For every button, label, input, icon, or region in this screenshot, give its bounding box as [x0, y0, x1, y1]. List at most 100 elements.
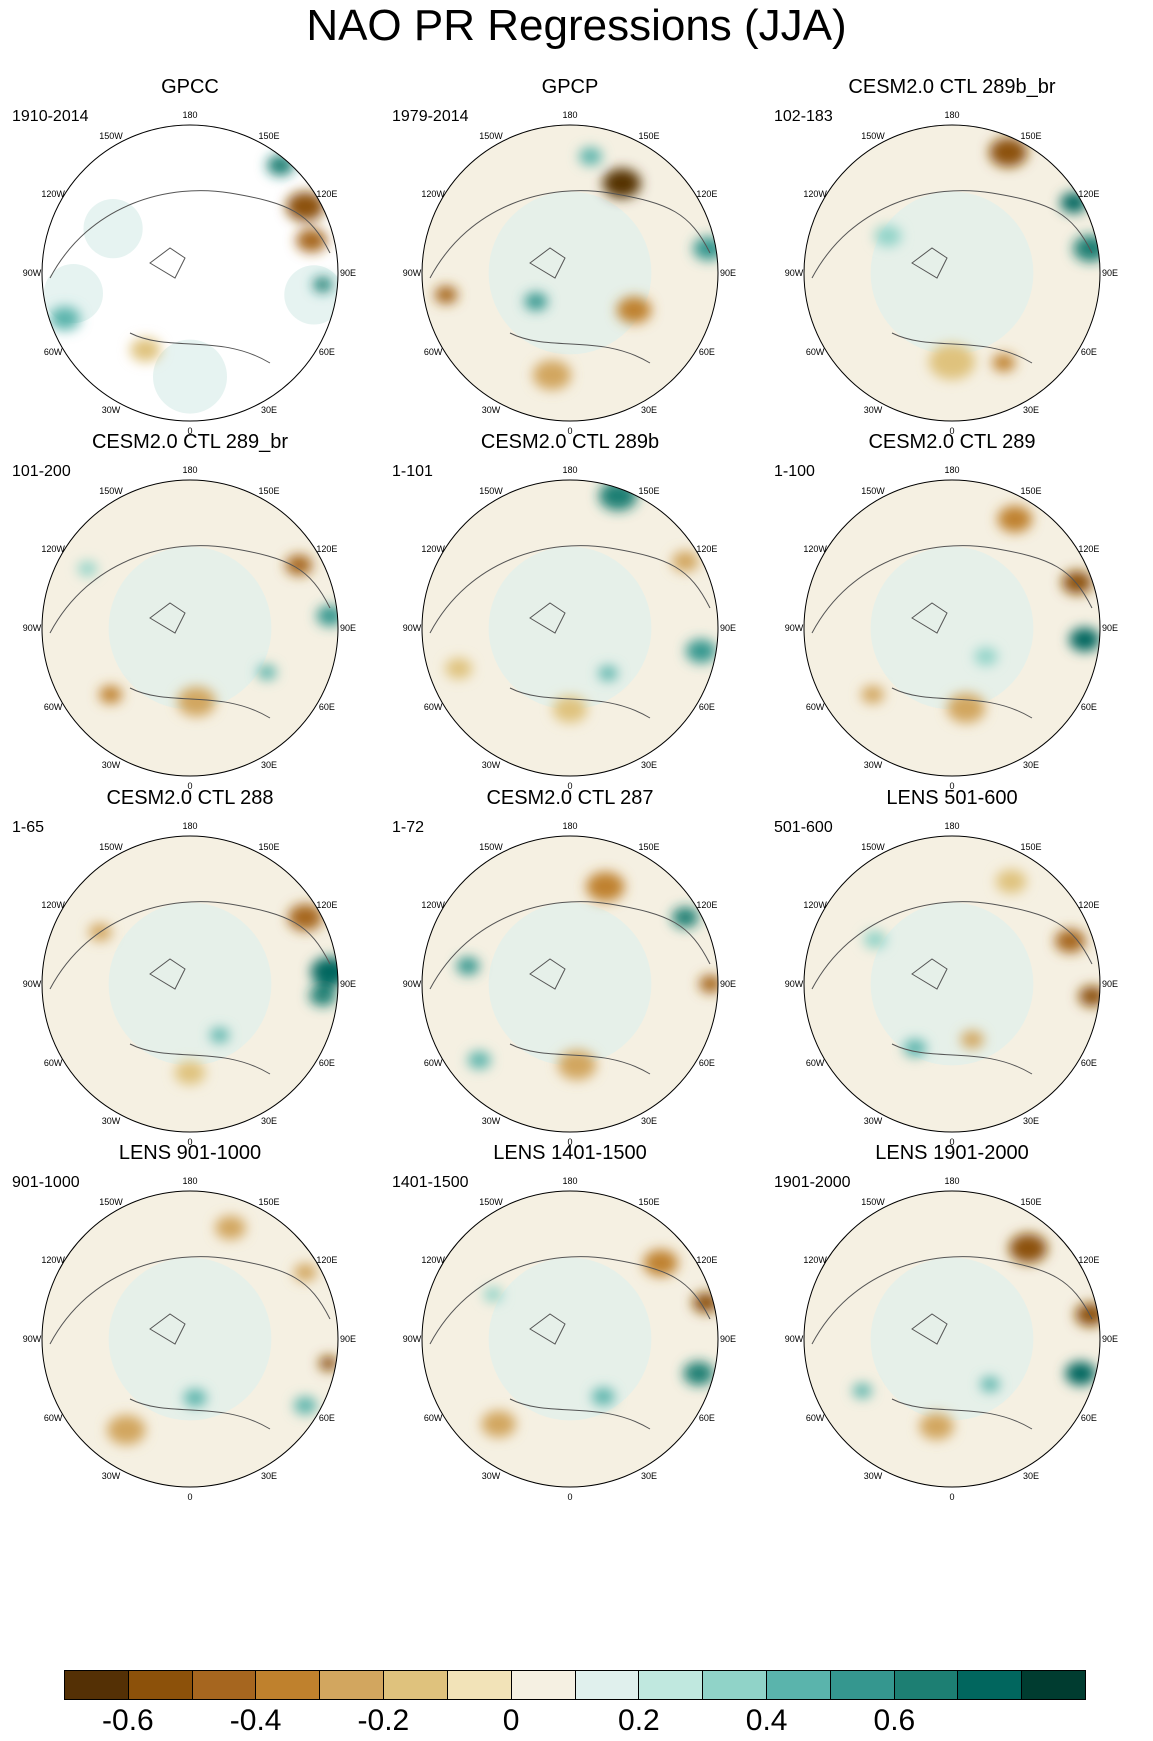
longitude-label: 90W: [785, 1334, 804, 1344]
longitude-label: 120E: [696, 1255, 717, 1265]
longitude-label: 150W: [99, 486, 123, 496]
longitude-label: 30W: [102, 760, 121, 770]
longitude-label: 120W: [421, 544, 445, 554]
coastline: [429, 545, 711, 719]
map-panel: CESM2.0 CTL 289_br 101-200 180 150E 120E 90E 6…: [0, 430, 380, 825]
longitude-label: 120E: [1078, 1255, 1099, 1265]
coastline: [429, 1256, 711, 1430]
longitude-label: 0: [949, 781, 954, 791]
longitude-label: 60E: [319, 347, 335, 357]
longitude-label: 120E: [1078, 544, 1099, 554]
longitude-label: 150E: [258, 486, 279, 496]
longitude-label: 120W: [803, 1255, 827, 1265]
longitude-label: 30W: [864, 1471, 883, 1481]
anomaly-region: [1078, 985, 1100, 1007]
longitude-label: 30E: [1023, 1116, 1039, 1126]
longitude-label: 150W: [861, 131, 885, 141]
longitude-label: 120E: [316, 900, 337, 910]
longitude-label: 60E: [1081, 1413, 1097, 1423]
longitude-label: 30E: [1023, 760, 1039, 770]
map-panel: CESM2.0 CTL 289b_br 102-183 180 150E 120E 90E…: [762, 75, 1142, 470]
anomaly-region: [310, 956, 338, 987]
panel-title: CESM2.0 CTL 289b_br: [848, 76, 1056, 98]
longitude-label: 120E: [696, 189, 717, 199]
longitude-label: 90W: [403, 979, 422, 989]
longitude-label: 30E: [641, 405, 657, 415]
anomaly-region: [1054, 929, 1086, 953]
longitude-label: 180: [182, 1176, 197, 1186]
anomaly-region: [874, 225, 902, 247]
arctic-region: [488, 546, 652, 710]
longitude-label: 180: [182, 110, 197, 120]
longitude-label: 120E: [696, 544, 717, 554]
map-boundary: [803, 1190, 1101, 1488]
panel-title: LENS 1901-2000: [875, 1142, 1029, 1164]
panel-period: 1401-1500: [392, 1174, 469, 1191]
longitude-label: 150W: [99, 842, 123, 852]
longitude-label: 90W: [785, 268, 804, 278]
longitude-label: 0: [187, 1137, 192, 1147]
longitude-label: 90E: [1102, 1334, 1118, 1344]
colorbar-segment: [766, 1671, 831, 1699]
anomaly-region: [852, 1383, 872, 1399]
anomaly-region: [997, 505, 1033, 533]
anomaly-region: [293, 1263, 317, 1282]
longitude-label: 90E: [1102, 979, 1118, 989]
land-coverage: [83, 199, 143, 259]
longitude-label: 30E: [1023, 405, 1039, 415]
arctic-region: [488, 191, 652, 355]
longitude-label: 90W: [23, 268, 42, 278]
longitude-label: 120E: [1078, 900, 1099, 910]
polar-map: 180 150E 120E 90E 60E 30E 0 30W 60W 90W 120W 150W: [403, 821, 736, 1147]
longitude-label: 30E: [641, 1116, 657, 1126]
anomaly-region: [693, 236, 718, 261]
anomaly-region: [598, 665, 618, 681]
longitude-label: 30W: [102, 1471, 121, 1481]
longitude-label: 150W: [479, 1197, 503, 1207]
coastline: [429, 190, 711, 364]
polar-map: 180 150E 120E 90E 60E 30E 0 30W 60W 90W 120W 150W: [23, 1176, 356, 1502]
longitude-label: 90E: [340, 268, 356, 278]
longitude-label: 90W: [403, 1334, 422, 1344]
map-boundary: [803, 124, 1101, 422]
polar-map: 180 150E 120E 90E 60E 30E 0 30W 60W 90W 120W 150W: [403, 110, 736, 436]
anomaly-region: [467, 1051, 491, 1069]
longitude-label: 180: [944, 110, 959, 120]
panel-period: 1-101: [392, 463, 433, 480]
longitude-label: 30W: [864, 405, 883, 415]
polar-map: 180 150E 120E 90E 60E 30E 0 30W 60W 90W 120W 150W: [785, 821, 1118, 1147]
map-panel: LENS 1901-2000 1901-2000 180 150E 120E 90E 60E…: [762, 1141, 1142, 1536]
anomaly-region: [928, 344, 976, 380]
anomaly-region: [992, 353, 1016, 372]
longitude-label: 30E: [261, 405, 277, 415]
longitude-label: 60W: [806, 1413, 825, 1423]
longitude-label: 60W: [424, 1058, 443, 1068]
colorbar-tick-label: -0.4: [229, 1704, 282, 1737]
longitude-label: 90E: [720, 268, 736, 278]
longitude-label: 0: [187, 1492, 192, 1502]
coastline: [811, 190, 1093, 364]
colorbar-tick-label: -0.2: [357, 1704, 410, 1737]
arctic-region: [870, 1257, 1034, 1421]
panel-title: LENS 1401-1500: [493, 1142, 647, 1164]
longitude-label: 120W: [41, 900, 65, 910]
longitude-label: 120W: [41, 544, 65, 554]
colorbar-segment: [65, 1671, 129, 1699]
longitude-label: 0: [949, 426, 954, 436]
anomaly-region: [483, 1287, 503, 1302]
map-panel: CESM2.0 CTL 289 1-100 180 150E 120E 90E 60E 30E…: [762, 430, 1142, 825]
colorbar-tick-label: 0: [502, 1704, 520, 1737]
longitude-label: 120W: [803, 900, 827, 910]
longitude-label: 60W: [44, 1058, 63, 1068]
anomaly-region: [980, 1376, 1000, 1392]
longitude-label: 60E: [319, 1058, 335, 1068]
land-coverage: [284, 265, 338, 325]
map-panel: CESM2.0 CTL 289b 1-101 180 150E 120E 90E 60E 30…: [380, 430, 760, 825]
longitude-label: 150W: [99, 131, 123, 141]
polar-map: 180 150E 120E 90E 60E 30E 0 30W 60W 90W 120W 150W: [785, 1176, 1118, 1502]
anomaly-region: [285, 554, 313, 576]
longitude-label: 30E: [641, 760, 657, 770]
longitude-label: 30W: [482, 1471, 501, 1481]
longitude-label: 30W: [102, 405, 121, 415]
anomaly-region: [445, 658, 473, 679]
